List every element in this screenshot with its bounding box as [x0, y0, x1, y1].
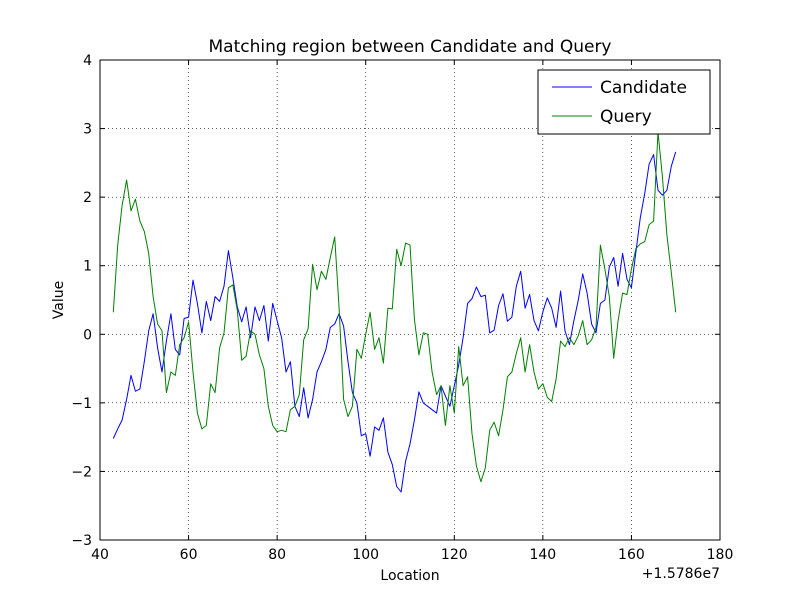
y-tick-label: −1: [71, 396, 92, 412]
series-line-candidate: [112, 151, 677, 493]
x-tick-label: 160: [618, 547, 645, 563]
y-tick-label: 4: [83, 53, 92, 69]
y-tick-label: 1: [83, 259, 92, 275]
y-tick-label: 0: [83, 327, 92, 343]
legend-candidate-label: Candidate: [600, 78, 687, 98]
x-tick-label: 40: [91, 547, 109, 563]
legend-box: [537, 69, 711, 135]
x-offset-label: +1.5786e7: [642, 566, 720, 582]
y-tick-label: 3: [83, 122, 92, 138]
y-tick-label: −2: [71, 464, 92, 480]
x-axis-label: Location: [380, 568, 439, 584]
x-tick-label: 60: [180, 547, 198, 563]
y-tick-label: −3: [71, 533, 92, 549]
y-axis-label: Value: [51, 281, 67, 319]
y-tick-label: 2: [83, 190, 92, 206]
x-tick-label: 120: [441, 547, 468, 563]
plot-frame: [99, 59, 721, 541]
axis-ticks: 40 60 80 100 120 140 160 180 −3 −2 −1 0 1 2 3 4: [71, 53, 733, 563]
series-line-query: [112, 131, 677, 483]
x-tick-label: 80: [268, 547, 286, 563]
plot-series: [112, 131, 677, 493]
x-tick-label: 100: [352, 547, 379, 563]
legend: Candidate Query: [537, 69, 711, 135]
legend-query-label: Query: [600, 107, 652, 127]
x-tick-label: 180: [707, 547, 734, 563]
chart-title: Matching region between Candidate and Qu…: [208, 37, 611, 57]
x-tick-label: 140: [529, 547, 556, 563]
